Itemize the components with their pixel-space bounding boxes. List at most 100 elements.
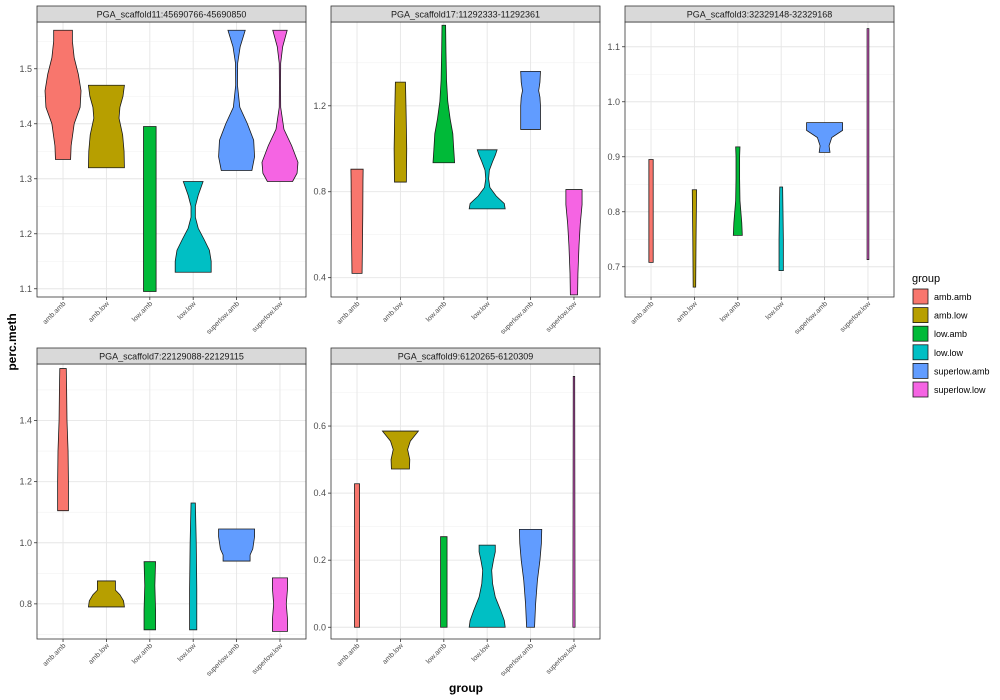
violin-superlow-amb bbox=[218, 29, 255, 171]
facet-panels: 1.1 1.2 1.3 1.4 1.5 amb.amb amb.low low.amb low.… bbox=[19, 5, 895, 678]
y-tick-label: 1.5 bbox=[19, 64, 32, 74]
y-tick-label: 1.2 bbox=[19, 477, 32, 487]
violin-superlow-low bbox=[572, 376, 576, 628]
facet-title: PGA_scaffold9:6120265-6120309 bbox=[398, 352, 533, 362]
y-tick-label: 1.0 bbox=[19, 538, 32, 548]
x-tick-label: amb.low bbox=[87, 300, 111, 324]
x-tick-label: superlow.amb bbox=[205, 642, 241, 678]
violin-low-low bbox=[174, 181, 212, 273]
facet-strip bbox=[330, 5, 601, 23]
y-tick-label: 0.7 bbox=[607, 262, 620, 272]
legend-key-low-low bbox=[912, 344, 929, 361]
violin-low-amb bbox=[432, 24, 456, 164]
violin-low-amb bbox=[440, 536, 448, 628]
violin-superlow-low bbox=[866, 28, 870, 260]
y-tick-label: 1.4 bbox=[19, 119, 32, 129]
y-tick-label: 0.2 bbox=[313, 555, 326, 565]
facet-title: PGA_scaffold7:22129088-22129115 bbox=[99, 352, 244, 362]
x-tick-label: amb.low bbox=[675, 300, 699, 324]
violin-amb-low bbox=[393, 81, 408, 183]
panel-background bbox=[331, 22, 600, 297]
violin-amb-low bbox=[381, 430, 420, 470]
y-tick-label: 1.4 bbox=[19, 416, 32, 426]
x-tick-label: amb.amb bbox=[336, 642, 362, 668]
x-tick-label: low.amb bbox=[131, 642, 154, 665]
legend-key-superlow-low bbox=[912, 381, 929, 398]
violin-low-amb bbox=[143, 561, 156, 631]
violin-amb-amb bbox=[44, 29, 82, 160]
x-tick-label: amb.amb bbox=[630, 300, 656, 326]
legend-label: amb.amb bbox=[934, 292, 972, 302]
facet-title: PGA_scaffold11:45690766-45690850 bbox=[97, 10, 247, 20]
y-tick-label: 0.4 bbox=[313, 488, 326, 498]
y-tick-label: 0.8 bbox=[607, 207, 620, 217]
legend-label: superlow.amb bbox=[934, 366, 990, 376]
violin-superlow-low bbox=[261, 29, 299, 182]
legend-label: low.low bbox=[934, 348, 964, 358]
violin-superlow-amb bbox=[218, 528, 255, 562]
panel-background bbox=[37, 22, 306, 297]
x-tick-label: amb.low bbox=[87, 642, 111, 666]
x-axis-title: group bbox=[449, 681, 483, 695]
legend: group amb.amb amb.low low.amb low.low superl… bbox=[912, 273, 990, 398]
panel-background bbox=[625, 22, 894, 297]
x-tick-label: superlow.low bbox=[545, 300, 579, 334]
violin-superlow-amb bbox=[520, 71, 541, 130]
x-tick-label: low.amb bbox=[425, 642, 448, 665]
violin-low-amb bbox=[732, 146, 743, 236]
violin-low-low bbox=[468, 149, 506, 210]
x-tick-label: superlow.low bbox=[839, 300, 873, 334]
violin-amb-low bbox=[87, 580, 125, 608]
x-tick-label: superlow.amb bbox=[205, 300, 241, 336]
x-tick-label: low.amb bbox=[131, 300, 154, 323]
y-axis-title: perc.meth bbox=[5, 313, 19, 370]
facet-strip bbox=[330, 347, 601, 365]
x-tick-label: superlow.low bbox=[251, 642, 285, 676]
facet-panel: 0.8 1.0 1.2 1.4 amb.amb amb.low low.amb low.low… bbox=[19, 347, 307, 678]
legend-title: group bbox=[912, 273, 940, 285]
violin-superlow-low bbox=[565, 189, 583, 296]
x-tick-label: low.low bbox=[471, 642, 493, 664]
x-tick-label: low.amb bbox=[719, 300, 742, 323]
x-tick-label: superlow.amb bbox=[499, 300, 535, 336]
x-tick-label: superlow.amb bbox=[793, 300, 829, 336]
y-tick-label: 1.1 bbox=[19, 284, 32, 294]
violin-amb-low bbox=[691, 189, 697, 288]
x-tick-label: low.low bbox=[177, 300, 199, 322]
violin-amb-amb bbox=[350, 168, 364, 274]
violin-low-low bbox=[778, 186, 784, 271]
x-tick-label: amb.amb bbox=[336, 300, 362, 326]
legend-label: low.amb bbox=[934, 329, 967, 339]
legend-key-amb-low bbox=[912, 307, 929, 324]
legend-label: amb.low bbox=[934, 311, 968, 321]
facet-title: PGA_scaffold3:32329148-32329168 bbox=[687, 10, 832, 20]
legend-key-amb-amb bbox=[912, 288, 929, 305]
x-tick-label: amb.amb bbox=[42, 642, 68, 668]
y-tick-label: 0.0 bbox=[313, 622, 326, 632]
y-tick-label: 0.9 bbox=[607, 152, 620, 162]
y-tick-label: 0.4 bbox=[313, 273, 326, 283]
x-tick-label: low.low bbox=[177, 642, 199, 664]
violin-amb-amb bbox=[57, 368, 69, 512]
panel-background bbox=[37, 364, 306, 639]
legend-label: superlow.low bbox=[934, 385, 986, 395]
violin-low-low bbox=[468, 544, 506, 628]
y-tick-label: 0.8 bbox=[313, 187, 326, 197]
violin-amb-amb bbox=[648, 159, 654, 263]
panel-background bbox=[331, 364, 600, 639]
y-tick-label: 1.0 bbox=[607, 97, 620, 107]
facet-strip bbox=[624, 5, 895, 23]
violin-superlow-amb bbox=[806, 122, 843, 153]
facet-panel: 0.7 0.8 0.9 1.0 1.1 amb.amb amb.low low.amb low.… bbox=[607, 5, 895, 336]
x-tick-label: amb.low bbox=[381, 642, 405, 666]
violin-low-low bbox=[189, 502, 198, 631]
facet-strip bbox=[36, 5, 307, 23]
facet-title: PGA_scaffold17:11292333-11292361 bbox=[391, 10, 540, 20]
x-tick-label: amb.amb bbox=[42, 300, 68, 326]
y-tick-label: 0.6 bbox=[313, 421, 326, 431]
x-tick-label: low.low bbox=[471, 300, 493, 322]
violin-superlow-amb bbox=[519, 528, 543, 628]
x-tick-label: low.amb bbox=[425, 300, 448, 323]
x-tick-label: amb.low bbox=[381, 300, 405, 324]
